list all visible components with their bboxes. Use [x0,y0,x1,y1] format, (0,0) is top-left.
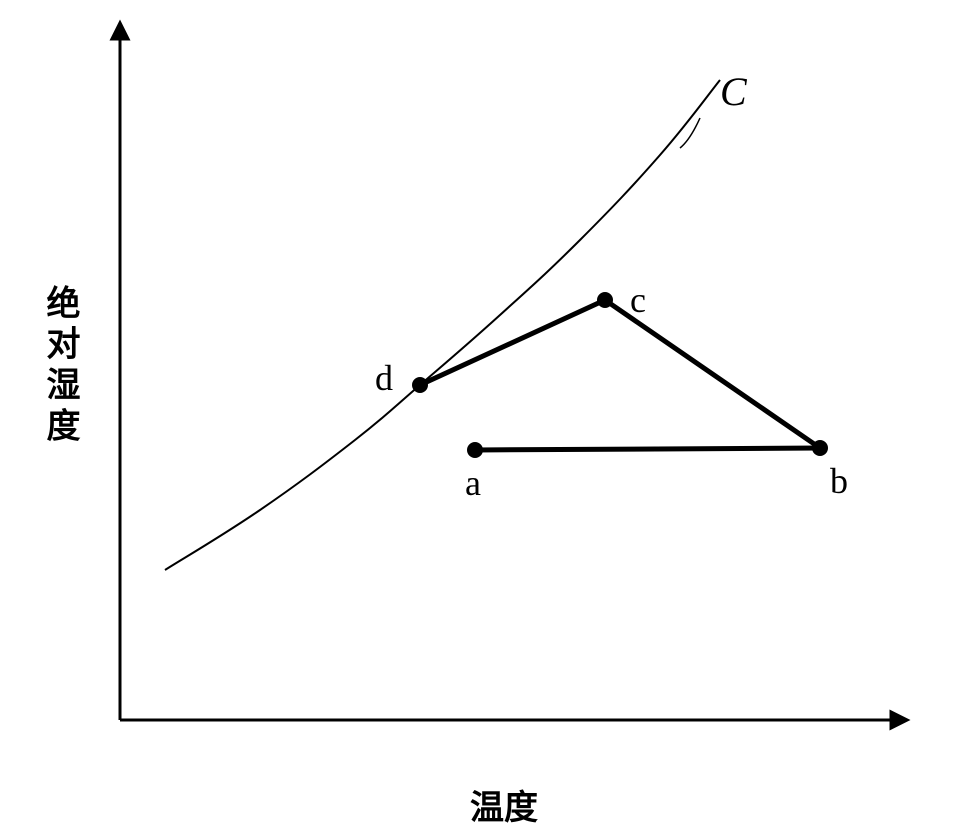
point-label-d: d [375,358,393,398]
curve-label: C [720,69,748,114]
y-axis-label: 绝对湿度 [35,285,84,448]
point-label-c: c [630,280,646,320]
segment-a-b [475,448,820,450]
point-c [597,292,613,308]
segment-b-c [605,300,820,448]
point-label-b: b [830,461,848,501]
psychrometric-diagram: Ca b c d [0,0,959,823]
segment-c-d [420,300,605,385]
point-b [812,440,828,456]
point-a [467,442,483,458]
point-label-a: a [465,463,481,503]
x-axis-label: 温度 [470,780,538,829]
point-d [412,377,428,393]
saturation-curve [165,80,720,570]
curve-label-leader [680,118,700,148]
